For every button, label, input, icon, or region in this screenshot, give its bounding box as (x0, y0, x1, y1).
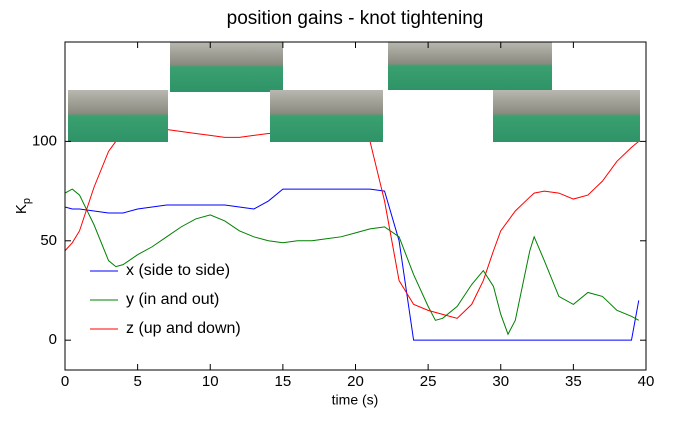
x-tick-label: 30 (492, 373, 509, 390)
x-tick-label: 5 (133, 373, 141, 390)
y-axis-label-sub: p (21, 198, 33, 204)
data-line (64, 128, 640, 319)
photos (68, 42, 640, 142)
x-tick-label: 25 (420, 373, 437, 390)
x-tick-label: 40 (638, 373, 655, 390)
photo (270, 90, 383, 142)
data-line (64, 188, 639, 336)
data-line (64, 188, 640, 341)
legend-label: y (in and out) (126, 291, 219, 308)
photo (170, 42, 283, 92)
x-tick-label: 20 (347, 373, 364, 390)
x-axis-label: time (s) (332, 392, 379, 408)
plot-lines (64, 128, 640, 341)
y-tick-label: 50 (40, 232, 57, 249)
y-tick-label: 0 (49, 331, 57, 348)
photo (493, 90, 640, 142)
legend-label: x (side to side) (126, 262, 230, 279)
photo (68, 90, 168, 142)
y-axis-label: Kp (13, 198, 33, 214)
x-tick-label: 10 (202, 373, 219, 390)
chart-title: position gains - knot tightening (227, 8, 484, 29)
photo (388, 42, 552, 90)
x-tick-label: 35 (565, 373, 582, 390)
y-axis-label-base: K (13, 204, 30, 214)
x-tick-label: 0 (61, 373, 69, 390)
y-tick-label: 100 (32, 132, 57, 149)
x-tick-label: 15 (275, 373, 292, 390)
legend-label: z (up and down) (126, 320, 241, 337)
